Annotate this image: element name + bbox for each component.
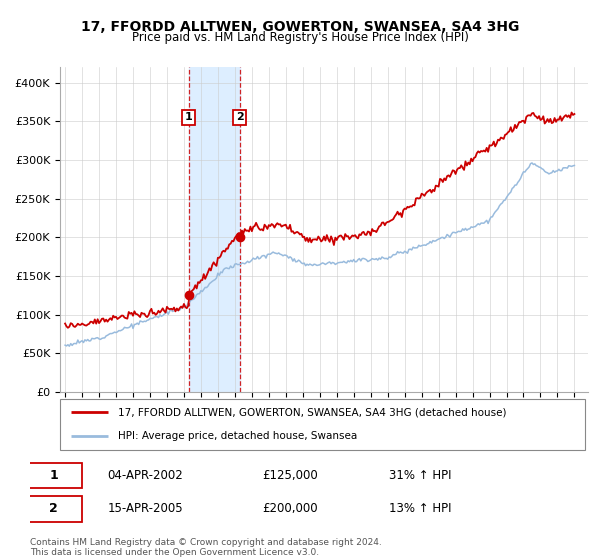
Text: 1: 1 — [49, 469, 58, 482]
Text: £125,000: £125,000 — [262, 469, 317, 482]
Text: 2: 2 — [236, 113, 244, 123]
Text: 2: 2 — [49, 502, 58, 515]
FancyBboxPatch shape — [25, 463, 82, 488]
Text: HPI: Average price, detached house, Swansea: HPI: Average price, detached house, Swan… — [118, 431, 358, 441]
FancyBboxPatch shape — [60, 399, 586, 450]
FancyBboxPatch shape — [25, 496, 82, 521]
Text: Contains HM Land Registry data © Crown copyright and database right 2024.
This d: Contains HM Land Registry data © Crown c… — [30, 538, 382, 557]
Text: 31% ↑ HPI: 31% ↑ HPI — [389, 469, 451, 482]
Text: Price paid vs. HM Land Registry's House Price Index (HPI): Price paid vs. HM Land Registry's House … — [131, 31, 469, 44]
Text: 04-APR-2002: 04-APR-2002 — [107, 469, 183, 482]
Bar — [188, 67, 240, 392]
Text: 17, FFORDD ALLTWEN, GOWERTON, SWANSEA, SA4 3HG (detached house): 17, FFORDD ALLTWEN, GOWERTON, SWANSEA, S… — [118, 408, 506, 418]
Text: 17, FFORDD ALLTWEN, GOWERTON, SWANSEA, SA4 3HG: 17, FFORDD ALLTWEN, GOWERTON, SWANSEA, S… — [81, 20, 519, 34]
Text: 15-APR-2005: 15-APR-2005 — [107, 502, 183, 515]
Text: 13% ↑ HPI: 13% ↑ HPI — [389, 502, 451, 515]
Text: 1: 1 — [185, 113, 193, 123]
Text: £200,000: £200,000 — [262, 502, 317, 515]
